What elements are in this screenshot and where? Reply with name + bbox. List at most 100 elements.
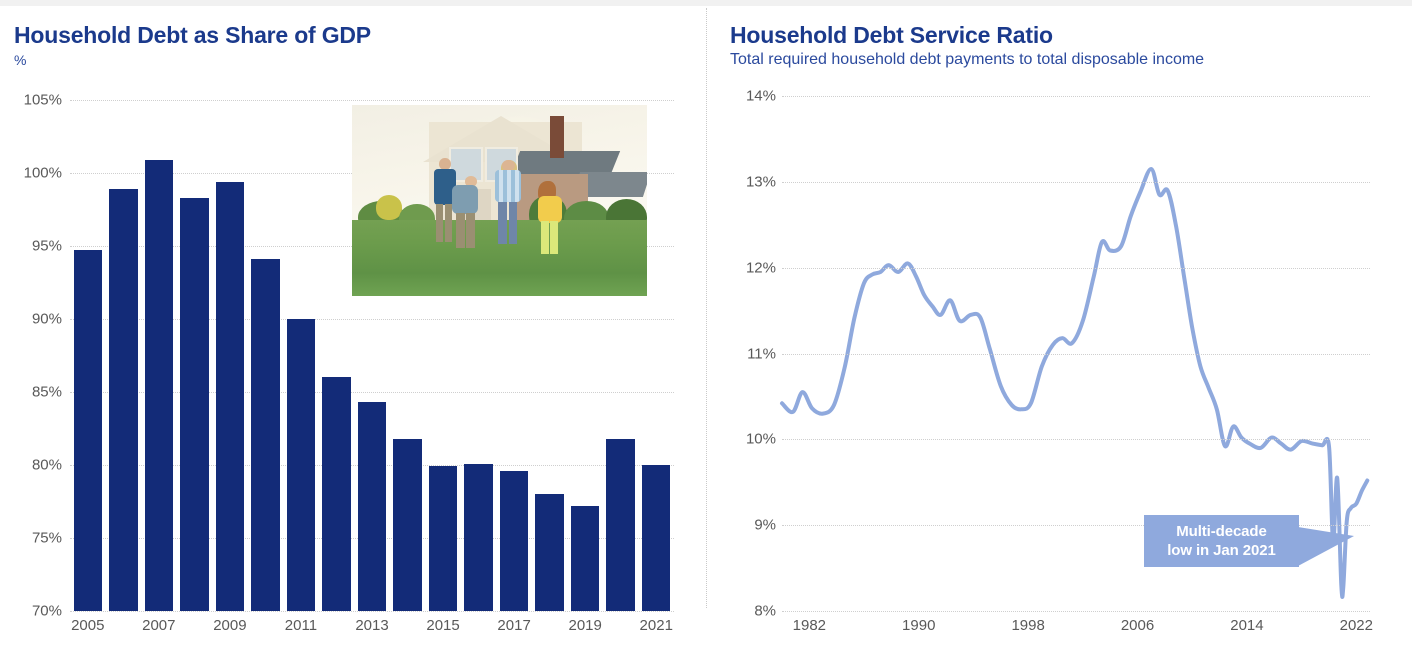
- annotation-line-2: low in Jan 2021: [1167, 542, 1276, 559]
- left-gridline: [70, 611, 674, 612]
- photo-person-father: [432, 158, 459, 243]
- right-x-tick-label: 1990: [902, 617, 936, 634]
- right-gridline: [782, 611, 1370, 612]
- bar-2005: [73, 250, 102, 611]
- photo-father-leg-right: [445, 203, 453, 243]
- left-y-tick-label: 85%: [31, 383, 62, 401]
- bar-2011: [286, 319, 316, 611]
- photo-father-head: [439, 158, 451, 171]
- left-chart-y-axis: 70% 75% 80% 85% 90% 95% 100% 105%: [0, 92, 62, 620]
- photo-person-boy: [452, 175, 482, 249]
- left-x-tick-label: 2013: [355, 617, 389, 634]
- panel-household-debt-share-gdp: Household Debt as Share of GDP % 70% 75% 8…: [0, 22, 674, 641]
- photo-boy-head: [464, 175, 478, 187]
- left-y-tick-label: 70%: [31, 602, 62, 620]
- photo-mother-torso: [495, 170, 521, 203]
- bar-2018: [535, 494, 564, 611]
- top-strip: [0, 0, 1412, 6]
- bar-2015: [428, 466, 458, 611]
- left-gridline: [70, 392, 674, 393]
- left-gridline: [70, 100, 674, 101]
- photo-mother-head: [502, 160, 515, 172]
- left-y-tick-label: 95%: [31, 237, 62, 255]
- right-gridline: [782, 439, 1370, 441]
- right-chart-title: Household Debt Service Ratio: [730, 22, 1053, 48]
- right-gridline: [782, 353, 1370, 355]
- bar-2008: [180, 197, 209, 611]
- right-chart-y-axis: 8% 9% 10% 11% 12% 13% 14%: [718, 88, 776, 620]
- right-x-tick-label: 2006: [1120, 617, 1155, 634]
- right-x-tick-label: 1998: [1011, 617, 1045, 634]
- family-house-photo: [352, 105, 647, 296]
- panel-divider: [706, 8, 707, 608]
- left-x-tick-label: 2009: [213, 617, 247, 634]
- right-y-tick-label: 9%: [754, 516, 776, 534]
- right-gridline: [782, 525, 1370, 527]
- photo-father-torso: [433, 169, 457, 205]
- left-x-tick-label: 2011: [284, 617, 318, 634]
- right-chart-subtitle: Total required household debt payments t…: [730, 51, 1205, 68]
- photo-father-leg-left: [436, 203, 444, 243]
- panel-household-debt-service-ratio: Household Debt Service Ratio Total requi…: [706, 0, 1412, 645]
- left-y-tick-label: 75%: [31, 529, 62, 547]
- left-x-tick-label: 2007: [142, 617, 176, 634]
- right-x-tick-label: 1982: [792, 617, 827, 634]
- right-chart-plot-area: [780, 96, 1370, 612]
- left-chart-title: Household Debt as Share of GDP: [14, 22, 371, 48]
- debt-service-ratio-series: [780, 167, 1370, 599]
- right-y-tick-label: 13%: [745, 173, 776, 191]
- photo-boy-torso: [452, 185, 479, 215]
- photo-boy-leg-right: [466, 213, 475, 249]
- photo-mother-leg-left: [498, 201, 507, 245]
- left-chart-plot-area: [70, 100, 674, 612]
- left-y-tick-label: 80%: [31, 456, 62, 474]
- left-x-tick-label: 2015: [426, 617, 460, 634]
- photo-person-mother: [494, 159, 524, 245]
- left-x-tick-label: 2005: [71, 617, 105, 634]
- right-y-tick-label: 11%: [747, 345, 776, 362]
- right-x-tick-label: 2014: [1230, 617, 1264, 634]
- right-y-tick-label: 14%: [745, 87, 776, 105]
- bar-2006: [109, 189, 138, 611]
- bar-2020: [606, 438, 635, 611]
- left-x-tick-label: 2017: [497, 617, 531, 634]
- bar-2016: [464, 463, 493, 611]
- left-x-tick-label: 2019: [568, 617, 602, 634]
- photo-boy-leg-left: [456, 213, 465, 249]
- right-gridline: [782, 181, 1370, 183]
- left-y-tick-label: 105%: [23, 91, 62, 109]
- left-y-tick-label: 100%: [23, 164, 62, 182]
- photo-girl-torso: [538, 195, 563, 224]
- photo-girl-leg-right: [550, 221, 558, 254]
- right-x-tick-label: 2022: [1339, 617, 1373, 634]
- photo-person-girl: [535, 181, 565, 254]
- photo-shrub-yellow: [375, 194, 403, 220]
- bar-2021: [642, 465, 671, 611]
- right-y-tick-label: 12%: [745, 259, 776, 277]
- bar-2007: [144, 159, 174, 611]
- right-gridline: [782, 96, 1370, 97]
- bar-2009: [215, 181, 245, 611]
- bar-2019: [570, 505, 600, 611]
- photo-chimney: [549, 116, 565, 159]
- annotation-callout-tail: [1298, 527, 1354, 566]
- right-gridline: [782, 267, 1370, 269]
- photo-girl-leg-left: [541, 221, 550, 254]
- annotation-callout: Multi-decade low in Jan 2021: [1144, 515, 1299, 567]
- right-chart-x-axis: 1982 1990 1998 2006 2014 2022: [782, 617, 1373, 641]
- left-gridline: [70, 319, 674, 320]
- left-x-tick-label: 2021: [639, 617, 673, 634]
- photo-mother-leg-right: [508, 201, 518, 245]
- bar-2013: [357, 402, 387, 611]
- bar-2017: [499, 470, 529, 611]
- bar-2012: [322, 377, 351, 611]
- left-y-tick-label: 90%: [31, 310, 62, 328]
- annotation-line-1: Multi-decade: [1176, 523, 1267, 540]
- bar-2014: [393, 438, 422, 611]
- left-chart-x-axis: 2005 2007 2009 2011 2013 2015 2017 2019 2021: [70, 617, 674, 641]
- bar-2010: [251, 259, 280, 611]
- right-y-tick-label: 8%: [754, 602, 776, 620]
- right-y-tick-label: 10%: [745, 430, 776, 448]
- debt-service-ratio-line: [780, 167, 1370, 599]
